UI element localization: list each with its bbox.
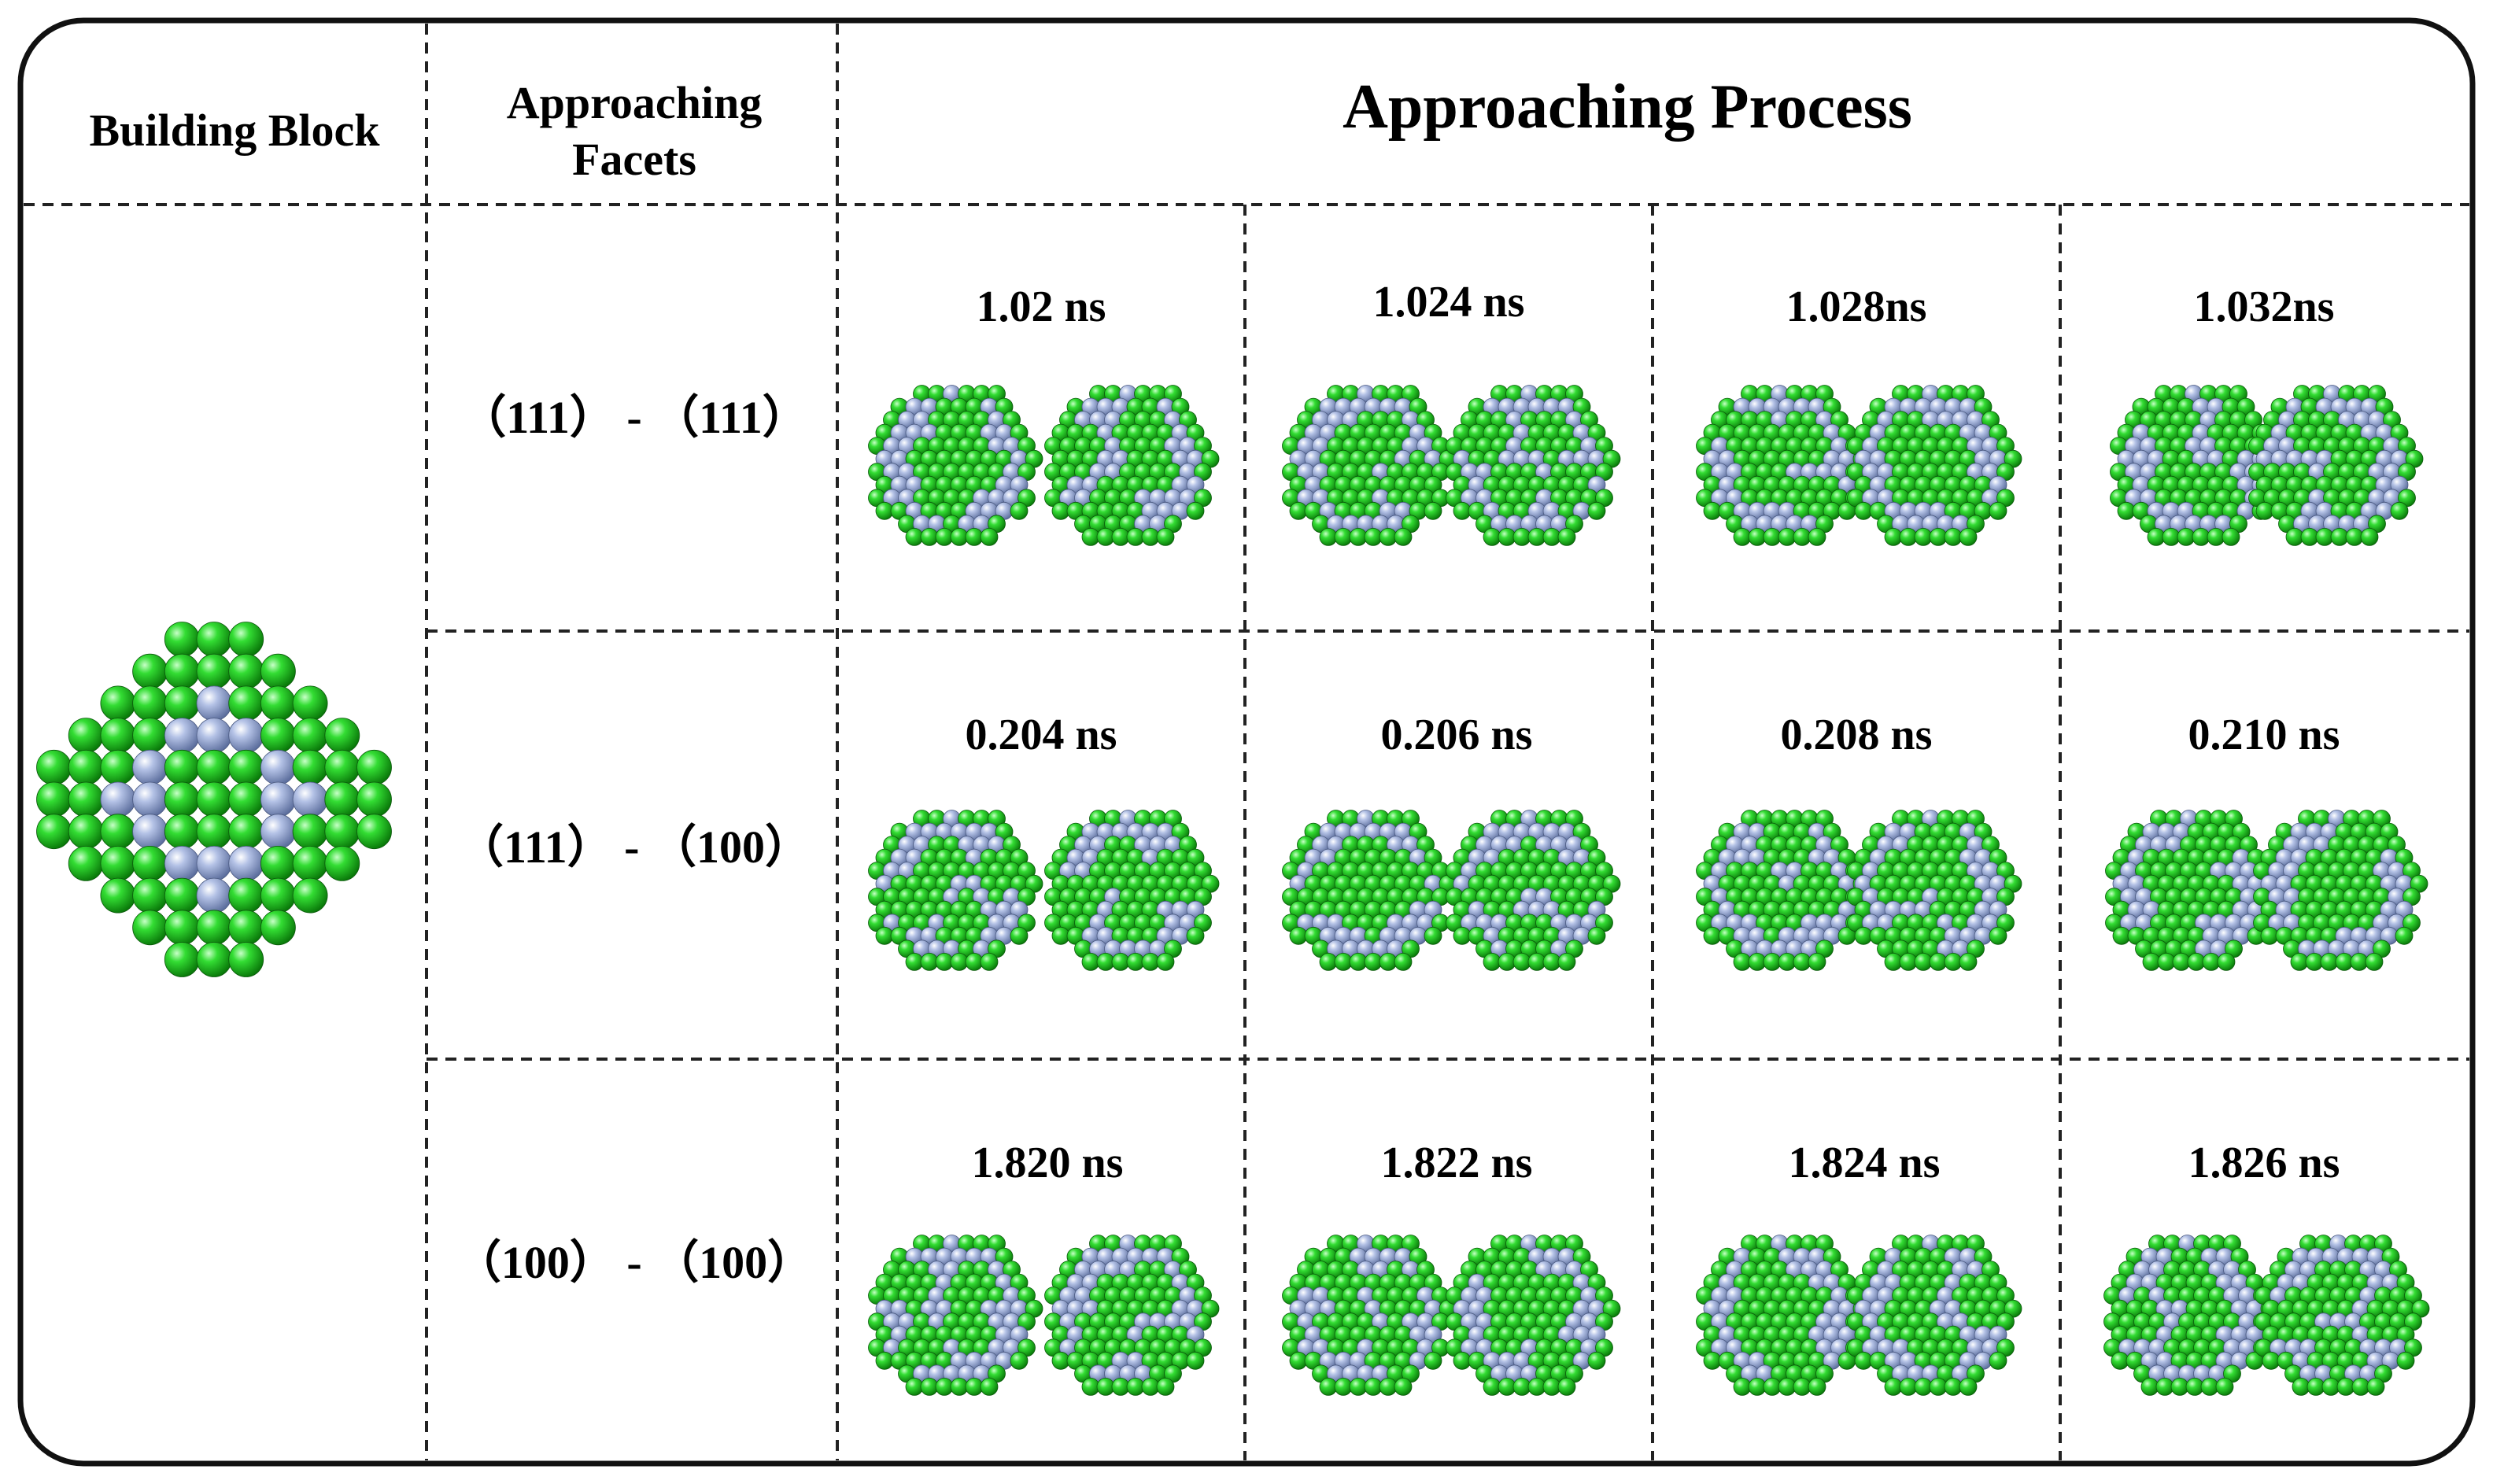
nanoparticle xyxy=(1044,1235,1220,1396)
time-label: 1.024 ns xyxy=(1373,278,1525,327)
nanoparticle xyxy=(1282,810,1457,971)
nanoparticle xyxy=(1696,810,1871,971)
nanoparticle xyxy=(1044,385,1220,546)
time-label: 1.824 ns xyxy=(1789,1139,1941,1187)
nanoparticle xyxy=(1847,385,2022,546)
time-label: 1.032ns xyxy=(2194,282,2335,331)
nanoparticle xyxy=(1847,810,2022,971)
time-label: 1.02 ns xyxy=(977,282,1106,331)
table-grid xyxy=(24,24,2469,1460)
nanoparticle xyxy=(2253,810,2428,971)
time-label: 0.204 ns xyxy=(966,711,1117,759)
facet-label-row-1: （111） - （111） xyxy=(460,392,808,443)
facet-label-row-3: （100） - （100） xyxy=(456,1237,813,1288)
header-approaching-process: Approaching Process xyxy=(1343,72,1912,142)
nanoparticle xyxy=(2248,385,2424,546)
time-label: 1.822 ns xyxy=(1381,1139,1533,1187)
nanoparticle xyxy=(868,1235,1043,1396)
time-label: 1.826 ns xyxy=(2188,1139,2340,1187)
time-labels: 1.02 ns 1.024 ns 1.028ns 1.032ns 0.204 n… xyxy=(966,278,2340,1187)
nanoparticle xyxy=(1446,385,1621,546)
nanoparticle xyxy=(1044,810,1220,971)
nanoparticle xyxy=(1696,385,1871,546)
time-label: 0.206 ns xyxy=(1381,711,1533,759)
nanoparticle xyxy=(1696,1235,1871,1396)
nanoparticle xyxy=(1847,1235,2022,1396)
nanoparticle xyxy=(1446,1235,1621,1396)
time-label: 0.208 ns xyxy=(1781,711,1933,759)
time-label: 0.210 ns xyxy=(2188,711,2340,759)
nanoparticle xyxy=(868,385,1043,546)
nanoparticle xyxy=(2105,810,2281,971)
nanoparticle xyxy=(2255,1235,2430,1396)
time-label: 1.028ns xyxy=(1786,282,1927,331)
nanoparticle xyxy=(868,810,1043,971)
nanoparticle xyxy=(1446,810,1621,971)
time-label: 1.820 ns xyxy=(972,1139,1124,1187)
nanoparticle xyxy=(1282,1235,1457,1396)
header-approaching-facets-line1: Approaching xyxy=(507,77,762,128)
nanoparticle-images xyxy=(36,385,2430,1396)
header-building-block: Building Block xyxy=(89,105,380,156)
header-approaching-facets-line2: Facets xyxy=(572,134,696,185)
building-block-particle xyxy=(36,622,392,977)
facet-label-row-2: （111） - （100） xyxy=(458,821,811,873)
nanoparticle xyxy=(2110,385,2285,546)
nanoparticle xyxy=(1282,385,1457,546)
outer-frame xyxy=(17,17,2476,1467)
nanoparticle xyxy=(2103,1235,2279,1396)
